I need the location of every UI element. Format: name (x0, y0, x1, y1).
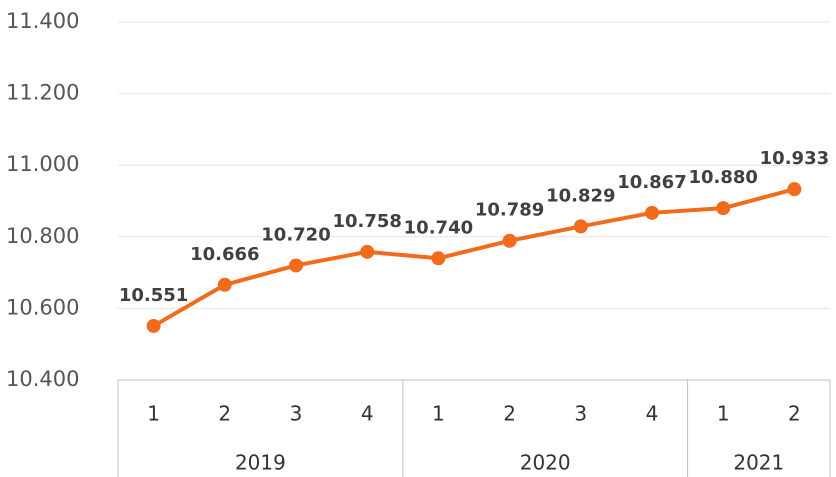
x-tick-label: 4 (361, 402, 374, 426)
x-tick-label: 1 (147, 402, 160, 426)
marker (502, 233, 517, 248)
x-tick-label: 1 (432, 402, 445, 426)
data-label: 10.551 (119, 285, 188, 306)
x-tick-label: 4 (646, 402, 659, 426)
marker (146, 318, 161, 333)
marker (573, 219, 588, 234)
data-label: 10.666 (190, 244, 259, 265)
marker (645, 205, 659, 220)
y-tick-label: 10.400 (6, 367, 79, 391)
data-label: 10.740 (404, 217, 473, 238)
line (152, 187, 795, 328)
group-label: 2019 (235, 451, 286, 475)
y-tick-label: 11.000 (6, 152, 79, 176)
data-label: 10.867 (617, 172, 686, 193)
data-label: 10.829 (546, 185, 615, 206)
marker (289, 258, 303, 273)
marker (431, 251, 446, 266)
y-tick-label: 11.200 (6, 81, 79, 105)
data-label: 10.933 (760, 148, 829, 169)
marker (716, 201, 731, 216)
x-tick-label: 3 (290, 402, 303, 426)
marker (360, 244, 375, 259)
data-label: 10.758 (332, 211, 401, 232)
x-tick-label: 2 (218, 402, 231, 426)
data-label: 10.880 (688, 167, 757, 188)
group-label: 2021 (733, 451, 784, 475)
x-tick-label: 1 (717, 402, 730, 426)
data-label: 10.720 (261, 224, 330, 245)
marker (787, 182, 802, 197)
y-tick-label: 10.800 (6, 224, 79, 248)
y-tick-label: 10.600 (6, 295, 79, 319)
x-tick-label: 2 (788, 402, 801, 426)
group-label: 2020 (520, 451, 571, 475)
data-label: 10.789 (475, 200, 544, 221)
y-tick-label: 11.400 (6, 9, 79, 33)
marker (217, 277, 232, 292)
x-tick-label: 2 (503, 402, 516, 426)
x-tick-label: 3 (574, 402, 587, 426)
